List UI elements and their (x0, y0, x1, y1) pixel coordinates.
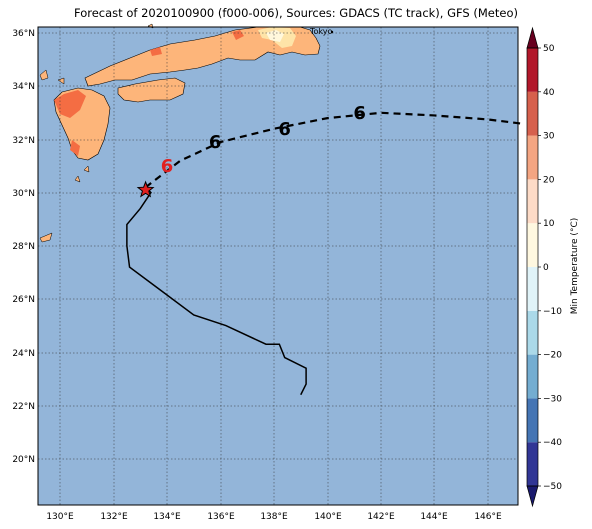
colorbar-segment (527, 354, 538, 399)
lon-tick: 134°E (153, 512, 181, 522)
colorbar-tick-label: −40 (543, 438, 562, 448)
colorbar-segment (527, 442, 538, 486)
colorbar-tick-label: 10 (543, 219, 555, 229)
colorbar-tick-label: 30 (543, 132, 555, 142)
ocean-area (38, 27, 518, 505)
lat-tick: 20°N (12, 455, 35, 465)
lon-tick: 138°E (260, 512, 288, 522)
colorbar-tick-label: 50 (543, 44, 555, 54)
colorbar-tick-label: 0 (543, 263, 549, 273)
colorbar-segment (527, 398, 538, 443)
colorbar-tick-label: 20 (543, 175, 555, 185)
typhoon-symbol-icon: 6 (209, 132, 222, 153)
colorbar-tick-label: −50 (543, 482, 562, 492)
lon-tick: 142°E (367, 512, 395, 522)
tc-track: 6 6 6 6 (126, 103, 521, 396)
colorbar: 50 40 30 20 10 0 −10 −20 −30 −40 −50 (526, 26, 562, 508)
land-japan (39, 23, 321, 243)
lat-tick: 26°N (12, 295, 35, 305)
lon-tick: 146°E (474, 512, 502, 522)
colorbar-max-arrow (526, 26, 539, 49)
lat-tick: 28°N (12, 242, 35, 252)
colorbar-segment (527, 267, 538, 311)
colorbar-tick-label: −10 (543, 307, 562, 317)
typhoon-symbol-icon: 6 (278, 119, 291, 140)
colorbar-tick-label: 40 (543, 88, 555, 98)
colorbar-min-arrow (526, 485, 539, 508)
lon-tick: 132°E (100, 512, 128, 522)
colorbar-label: Min Temperature (°C) (570, 218, 580, 315)
colorbar-tick-label: −30 (543, 394, 562, 404)
lon-tick: 130°E (46, 512, 74, 522)
lat-tick: 32°N (12, 136, 35, 146)
colorbar-segment (527, 48, 538, 92)
colorbar-segment (527, 223, 538, 267)
current-position-star (136, 180, 155, 198)
city-dot (330, 30, 334, 34)
lon-tick: 144°E (420, 512, 448, 522)
lat-tick: 30°N (12, 189, 35, 199)
gridlines (38, 27, 518, 505)
map-frame (37, 26, 519, 506)
lat-tick: 36°N (12, 29, 35, 39)
colorbar-segment (527, 310, 538, 355)
lat-tick: 22°N (12, 402, 35, 412)
city-label-tokyo: Tokyo (309, 27, 333, 36)
lat-tick: 34°N (12, 82, 35, 92)
typhoon-symbol-icon: 6 (353, 103, 366, 124)
typhoon-symbol-icon: 6 (161, 156, 174, 177)
lon-tick: 136°E (207, 512, 235, 522)
lon-axis: 130°E 132°E 134°E 136°E 138°E 140°E 142°… (46, 512, 502, 522)
forecast-track-line (144, 111, 521, 189)
colorbar-segment (527, 91, 538, 136)
lat-tick: 24°N (12, 349, 35, 359)
lat-axis: 36°N 34°N 32°N 30°N 28°N 26°N 24°N 22°N … (12, 29, 35, 465)
colorbar-segment (527, 135, 538, 180)
map-title: Forecast of 2020100900 (f000-006), Sourc… (74, 6, 518, 20)
colorbar-segment (527, 179, 538, 224)
lon-tick: 140°E (314, 512, 342, 522)
observed-track-line (126, 186, 307, 396)
colorbar-tick-label: −20 (543, 351, 562, 361)
